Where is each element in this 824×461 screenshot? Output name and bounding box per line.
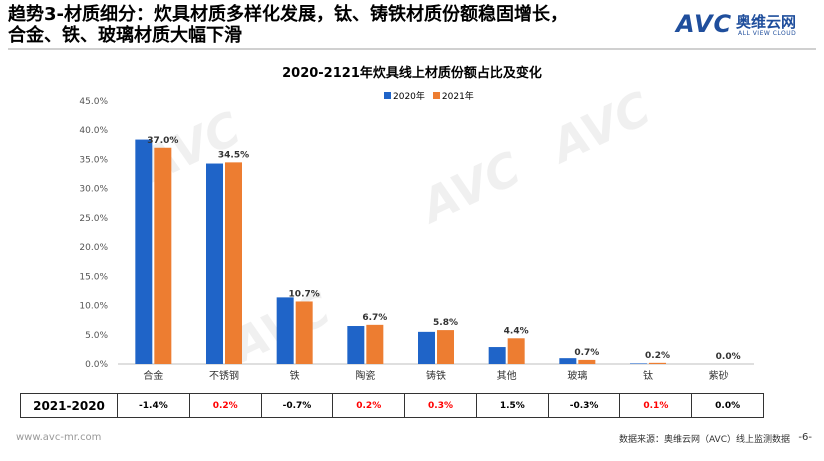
data-label-2021: 5.8%: [433, 318, 458, 328]
footer-source: 数据来源：奥维云网（AVC）线上监测数据: [618, 435, 790, 445]
diff-cell: 0.2%: [333, 394, 406, 417]
chart-title: 2020-2121年炊具线上材质份额占比及变化: [282, 66, 542, 81]
x-tick-label: 铁: [290, 369, 300, 382]
diff-cell: -0.7%: [262, 394, 334, 417]
y-tick-label: 15.0%: [79, 272, 108, 282]
legend-swatch-2020: [384, 92, 391, 99]
bar-2021: [649, 362, 666, 364]
diff-cell: -0.3%: [549, 394, 621, 417]
bar-2020: [347, 326, 365, 364]
diff-table-label: 2021-2020: [21, 394, 118, 417]
x-tick-label: 合金: [143, 369, 163, 382]
y-tick-label: 35.0%: [79, 155, 108, 165]
chart-legend: 2020年 2021年: [384, 89, 474, 102]
bar-2020: [276, 297, 294, 364]
legend-label-2020: 2020年: [393, 92, 425, 102]
y-tick-label: 40.0%: [79, 126, 108, 136]
bar-2020: [135, 139, 153, 364]
bar-2020: [488, 347, 506, 364]
page-number: -6-: [798, 432, 812, 443]
bar-2021: [225, 162, 242, 364]
y-tick-label: 45.0%: [79, 97, 108, 107]
bar-2020: [418, 331, 435, 364]
logo-mark: AVC: [676, 10, 733, 38]
data-label-2021: 0.0%: [716, 352, 741, 362]
y-tick-label: 5.0%: [85, 331, 108, 341]
data-label-2021: 0.2%: [645, 351, 670, 361]
y-tick-label: 25.0%: [79, 214, 108, 224]
avc-logo: AVC 奥维云网 ALL VIEW CLOUD: [676, 8, 816, 42]
bar-2021: [507, 338, 525, 364]
x-tick-label: 铸铁: [426, 369, 446, 382]
logo-english-name: ALL VIEW CLOUD: [738, 30, 797, 37]
diff-cell: 0.0%: [715, 400, 741, 411]
x-tick-label: 钛: [643, 370, 653, 382]
bar-2021: [295, 301, 313, 364]
bar-2021: [578, 359, 596, 364]
bar-2020: [559, 358, 577, 364]
x-tick-label: 其他: [497, 369, 517, 382]
y-tick-label: 20.0%: [79, 243, 108, 253]
y-tick-label: 10.0%: [79, 302, 108, 312]
y-tick-label: 0.0%: [85, 360, 108, 370]
footer-website: www.avc-mr.com: [16, 432, 102, 443]
x-tick-label: 不锈钢: [209, 369, 239, 382]
page-title-line2: 合金、铁、玻璃材质大幅下滑: [8, 25, 242, 46]
diff-cell: 0.2%: [190, 394, 262, 417]
x-tick-label: 紫砂: [709, 369, 729, 382]
diff-cell: 1.5%: [477, 394, 549, 417]
data-label-2021: 10.7%: [289, 289, 320, 299]
diff-table: 2021-2020 -1.4% 0.2% -0.7% 0.2% 0.3% 1.5% -0.3…: [20, 393, 764, 418]
page-title-line1: 趋势3-材质细分：炊具材质多样化发展，钛、铸铁材质份额稳固增长，: [8, 4, 568, 25]
bar-chart: 0.0% 5.0% 10.0% 15.0% 20.0% 25.0% 30.0% 35.0% 40…: [79, 97, 754, 382]
data-label-2021: 34.5%: [218, 150, 249, 160]
legend-swatch-2021: [432, 92, 440, 99]
bar-2021: [154, 147, 172, 364]
y-tick-label: 30.0%: [79, 185, 108, 195]
data-label-2021: 37.0%: [147, 136, 178, 146]
diff-cell: 0.1%: [620, 394, 693, 417]
header-divider: [8, 48, 816, 50]
legend-item-2020: 2020年: [384, 89, 425, 102]
data-label-2021: 0.7%: [574, 348, 599, 358]
diff-cell: 0.3%: [405, 394, 477, 417]
data-label-2021: 4.4%: [504, 326, 529, 336]
x-tick-label: 玻璃: [567, 369, 587, 382]
diff-cell: -1.4%: [118, 394, 190, 417]
diff-table-cells: -1.4% 0.2% -0.7% 0.2% 0.3% 1.5% -0.3% 0.1% 0.0%: [118, 394, 763, 417]
bar-2020: [206, 163, 223, 364]
bar-2021: [366, 324, 384, 364]
logo-chinese-name: 奥维云网: [736, 13, 797, 31]
x-tick-label: 陶瓷: [355, 369, 375, 382]
legend-item-2021: 2021年: [432, 89, 474, 102]
bar-2021: [437, 330, 454, 364]
page-title: 趋势3-材质细分：炊具材质多样化发展，钛、铸铁材质份额稳固增长， 合金、铁、玻璃…: [8, 4, 648, 46]
bar-2020: [630, 363, 647, 364]
legend-label-2021: 2021年: [441, 92, 474, 102]
data-label-2021: 6.7%: [362, 313, 387, 323]
